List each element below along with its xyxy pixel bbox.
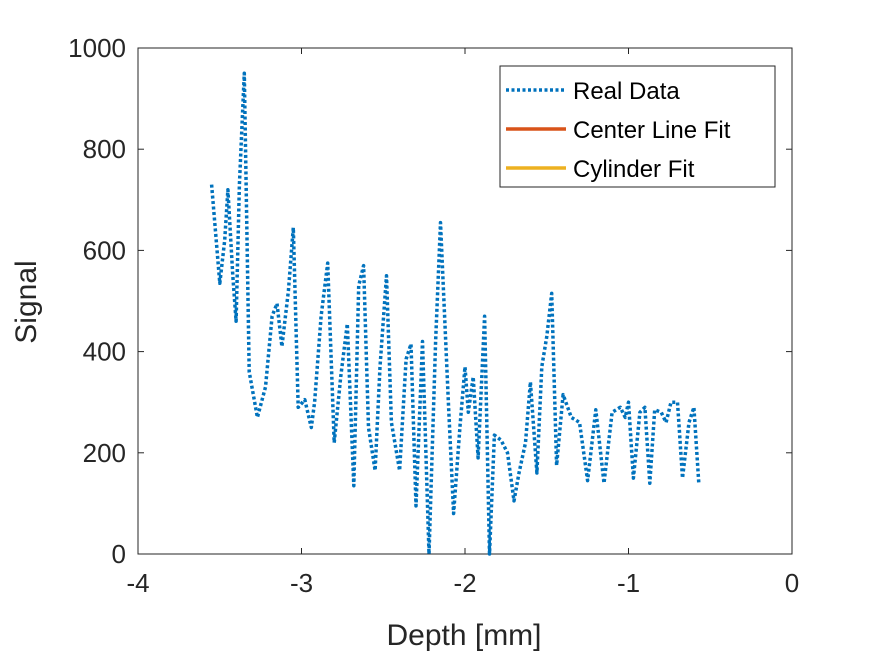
- y-tick-labels: 0 200 400 600 800 1000: [68, 33, 126, 569]
- y-tick-label: 1000: [68, 33, 126, 63]
- x-tick-label: -3: [290, 568, 313, 598]
- y-axis-label: Signal: [10, 260, 43, 343]
- x-tick-label: -2: [453, 568, 476, 598]
- x-axis-label: Depth [mm]: [386, 619, 541, 652]
- x-tick-labels: -4 -3 -2 -1 0: [126, 568, 799, 598]
- y-tick-label: 800: [83, 134, 126, 164]
- x-tick-label: 0: [785, 568, 799, 598]
- y-tick-label: 200: [83, 438, 126, 468]
- legend-label-center-line-fit: Center Line Fit: [573, 117, 731, 144]
- legend-label-real-data: Real Data: [573, 78, 680, 105]
- legend: Real Data Center Line Fit Cylinder Fit: [499, 65, 776, 188]
- axis-ticks: [137, 47, 793, 555]
- y-tick-label: 400: [83, 337, 126, 367]
- x-tick-label: -1: [617, 568, 640, 598]
- y-tick-label: 0: [112, 539, 126, 569]
- legend-label-cylinder-fit: Cylinder Fit: [573, 156, 695, 183]
- x-tick-label: -4: [126, 568, 149, 598]
- series-layer: [209, 71, 701, 556]
- y-tick-label: 600: [83, 235, 126, 265]
- series-line-real-data: [209, 71, 701, 556]
